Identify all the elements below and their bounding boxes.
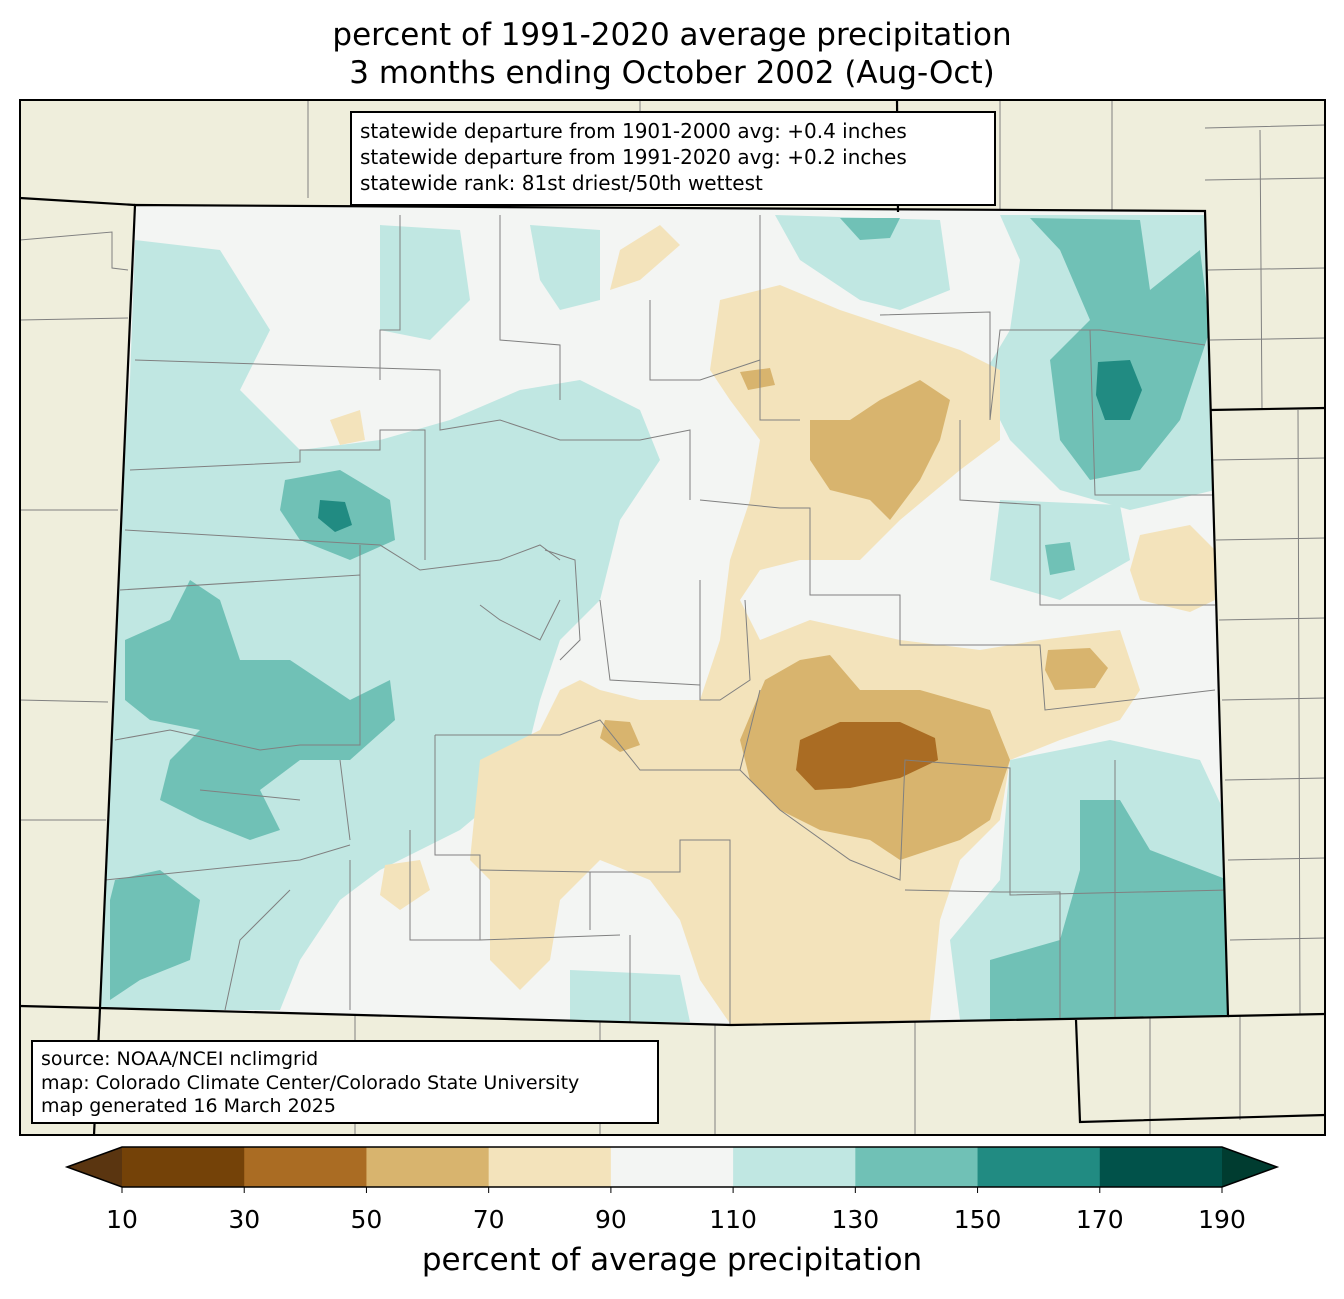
contour-50-70-e [1045, 648, 1108, 690]
contour-70-90-ne [610, 225, 680, 290]
precip-contours [100, 215, 1228, 1025]
contour-30-50-central [796, 722, 938, 790]
contour-110-130-n1 [380, 225, 470, 340]
colorbar-segment [122, 1147, 245, 1187]
contour-50-70-ne [810, 380, 950, 520]
colorbar-extend-high [1222, 1147, 1277, 1187]
contour-70-90-sw [380, 860, 430, 910]
colorbar-tick-label: 190 [1198, 1205, 1246, 1234]
colorbar-tick-label: 90 [594, 1205, 627, 1234]
contour-130-150-ne [1030, 218, 1210, 480]
map-title-line2: 3 months ending October 2002 (Aug-Oct) [349, 55, 995, 91]
colorbar-tick-label: 110 [709, 1205, 757, 1234]
generated-date-line: map generated 16 March 2025 [41, 1095, 336, 1117]
map-credit-line: map: Colorado Climate Center/Colorado St… [41, 1071, 580, 1094]
colorbar-tick-label: 130 [831, 1205, 880, 1234]
contour-130-150-ne-top [840, 218, 900, 240]
stats-rank: statewide rank: 81st driest/50th wettest [360, 171, 763, 195]
colorbar-tick-label: 150 [953, 1205, 1002, 1234]
colorbar-segment [488, 1147, 612, 1187]
colorbar-label: percent of average precipitation [421, 1242, 923, 1278]
colorbar-segment [977, 1147, 1101, 1187]
colorbar-tick-label: 70 [472, 1205, 505, 1234]
colorado-county-lines [104, 215, 1228, 1025]
stats-departure-1991: statewide departure from 1991-2020 avg: … [360, 145, 907, 169]
contour-70-90-w [330, 410, 365, 445]
contour-50-70-w [600, 720, 640, 752]
source-box: source: NOAA/NCEI nclimgrid map: Colorad… [31, 1040, 659, 1124]
map-frame [19, 99, 1326, 1136]
colorbar-tick-label: 10 [106, 1205, 138, 1234]
colorado-state-border [98, 203, 1230, 1027]
colorbar-segment [1099, 1147, 1223, 1187]
contour-150-170-ne [1096, 360, 1142, 420]
colorbar-segment [244, 1147, 367, 1187]
colorbar [64, 1146, 1280, 1193]
contour-130-150-sw [110, 870, 200, 1000]
map-title-line1: percent of 1991-2020 average precipitati… [332, 17, 1012, 53]
contour-70-90-central [470, 285, 1140, 1025]
contour-110-130-n2 [530, 225, 600, 310]
colorbar-tick-label: 170 [1075, 1205, 1124, 1234]
colorbar-tick-label: 30 [228, 1205, 261, 1234]
colorbar-segment [610, 1147, 734, 1187]
colorbar-extend-low [67, 1147, 122, 1187]
colorbar-tick-label: 50 [350, 1205, 383, 1234]
contour-110-130-ne-top [775, 215, 950, 310]
colorbar-segment [366, 1147, 490, 1187]
contour-130-150-e [1045, 542, 1075, 575]
stats-departure-1901: statewide departure from 1901-2000 avg: … [360, 119, 907, 143]
colorbar-segment [855, 1147, 979, 1187]
contour-150-170-nw [318, 500, 352, 532]
contour-130-150-w1 [125, 580, 395, 840]
contour-70-90-e [1130, 525, 1215, 612]
statewide-stats-box: statewide departure from 1901-2000 avg: … [350, 111, 996, 206]
colorbar-segment [733, 1147, 856, 1187]
contour-130-150-se [990, 800, 1228, 1020]
contour-50-70-small [740, 368, 775, 390]
source-line: source: NOAA/NCEI nclimgrid [41, 1048, 319, 1070]
